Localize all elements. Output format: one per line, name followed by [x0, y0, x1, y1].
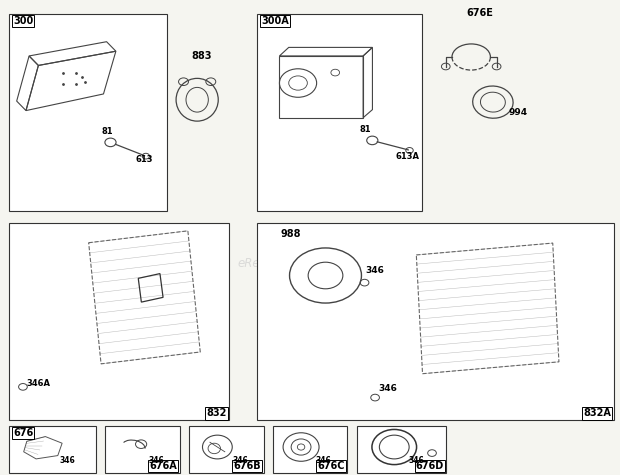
Text: 300: 300	[13, 16, 33, 26]
Text: 832: 832	[206, 408, 227, 418]
Text: 346A: 346A	[26, 379, 50, 388]
Bar	[273, 426, 347, 473]
Text: 346: 346	[316, 456, 332, 466]
Text: eReplacementParts.com: eReplacementParts.com	[238, 257, 382, 270]
Bar	[9, 223, 229, 420]
Text: 346: 346	[378, 384, 397, 393]
Text: 883: 883	[191, 51, 211, 61]
Bar	[9, 14, 167, 211]
Bar	[189, 426, 264, 473]
Bar	[356, 426, 446, 473]
Text: 613A: 613A	[396, 152, 420, 162]
Text: 676: 676	[13, 428, 33, 438]
Text: 676A: 676A	[149, 461, 177, 471]
Bar	[257, 14, 422, 211]
Text: 346: 346	[149, 456, 164, 466]
Text: 676E: 676E	[466, 8, 493, 18]
Text: 346: 346	[60, 456, 76, 466]
Text: 300A: 300A	[261, 16, 289, 26]
Text: 81: 81	[360, 125, 371, 134]
Text: 81: 81	[101, 127, 113, 136]
Bar	[9, 426, 96, 473]
Text: 676C: 676C	[317, 461, 345, 471]
Text: 613: 613	[135, 155, 153, 164]
Text: 346: 346	[232, 456, 248, 466]
Text: 988: 988	[281, 228, 301, 238]
Bar	[257, 223, 614, 420]
Text: 994: 994	[508, 108, 528, 117]
Text: 346: 346	[366, 266, 384, 275]
Text: 676B: 676B	[233, 461, 261, 471]
Bar	[105, 426, 180, 473]
Text: 676D: 676D	[415, 461, 444, 471]
Text: 832A: 832A	[583, 408, 611, 418]
Text: 346: 346	[409, 456, 425, 466]
